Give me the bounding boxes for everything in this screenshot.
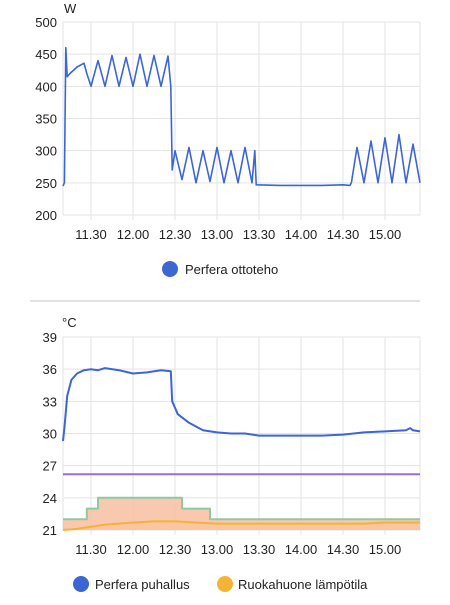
- power-y-tick-label: 500: [35, 15, 57, 30]
- temperature-legend[interactable]: Perfera puhallus Ruokahuone lämpötila: [73, 576, 368, 592]
- power-x-tick-label: 11.30: [75, 227, 107, 242]
- temperature-y-tick-label: 27: [43, 459, 57, 474]
- temperature-x-tick-label: 12.30: [159, 542, 192, 557]
- temperature-series-line-1: [62, 520, 420, 531]
- temperature-series-line-2: [63, 496, 420, 521]
- power-y-tick-label: 350: [35, 112, 57, 127]
- power-x-tick-label: 12.00: [117, 227, 150, 242]
- power-y-tick-label: 200: [35, 208, 57, 223]
- fan-legend-marker: [73, 576, 89, 592]
- temperature-chart: °C 21 24 27 30 33 36 39 11.30 12.00 12.30 13.00 13…: [43, 315, 421, 592]
- power-x-tick-label: 14.30: [327, 227, 360, 242]
- power-y-unit: W: [64, 1, 77, 16]
- power-legend[interactable]: Perfera ottoteho: [162, 261, 278, 277]
- power-series: [62, 46, 421, 187]
- temperature-x-tick-label: 15.00: [369, 542, 402, 557]
- temperature-y-ticks: 21 24 27 30 33 36 39: [43, 330, 57, 538]
- temperature-y-tick-label: 21: [43, 523, 57, 538]
- temperature-y-tick-label: 24: [43, 491, 57, 506]
- room-legend-marker: [217, 576, 233, 592]
- temperature-y-unit: °C: [62, 315, 77, 330]
- temperature-y-tick-label: 33: [43, 394, 57, 409]
- power-x-ticks: 11.30 12.00 12.30 13.00 13.30 14.00 14.30 15.00: [75, 227, 401, 242]
- temperature-y-tick-label: 30: [43, 427, 57, 442]
- temperature-series-area-2: [63, 497, 420, 530]
- temperature-x-tick-label: 13.30: [243, 542, 276, 557]
- power-x-tick-label: 15.00: [369, 227, 402, 242]
- temperature-series-line-0: [62, 367, 421, 442]
- power-x-tick-label: 13.30: [243, 227, 276, 242]
- power-y-tick-label: 400: [35, 79, 57, 94]
- power-y-tick-label: 250: [35, 176, 57, 191]
- room-legend-label: Ruokahuone lämpötila: [238, 577, 368, 592]
- temperature-x-tick-label: 14.00: [285, 542, 318, 557]
- power-legend-marker: [162, 261, 178, 277]
- power-series-line-0: [62, 46, 421, 187]
- power-legend-label: Perfera ottoteho: [185, 262, 278, 277]
- temperature-x-tick-label: 12.00: [117, 542, 150, 557]
- power-grid: [62, 21, 421, 220]
- fan-legend-label: Perfera puhallus: [95, 577, 190, 592]
- power-x-tick-label: 12.30: [159, 227, 192, 242]
- temperature-x-tick-label: 14.30: [327, 542, 360, 557]
- power-x-tick-label: 13.00: [201, 227, 234, 242]
- temperature-series: [62, 367, 421, 531]
- power-y-tick-label: 300: [35, 144, 57, 159]
- temperature-y-tick-label: 39: [43, 330, 57, 345]
- power-x-tick-label: 14.00: [285, 227, 318, 242]
- temperature-y-tick-label: 36: [43, 362, 57, 377]
- power-y-tick-label: 450: [35, 47, 57, 62]
- temperature-x-tick-label: 11.30: [75, 542, 107, 557]
- temperature-x-ticks: 11.30 12.00 12.30 13.00 13.30 14.00 14.30 15.00: [75, 542, 401, 557]
- power-y-ticks: 200 250 300 350 400 450 500: [35, 15, 57, 223]
- temperature-x-tick-label: 13.00: [201, 542, 234, 557]
